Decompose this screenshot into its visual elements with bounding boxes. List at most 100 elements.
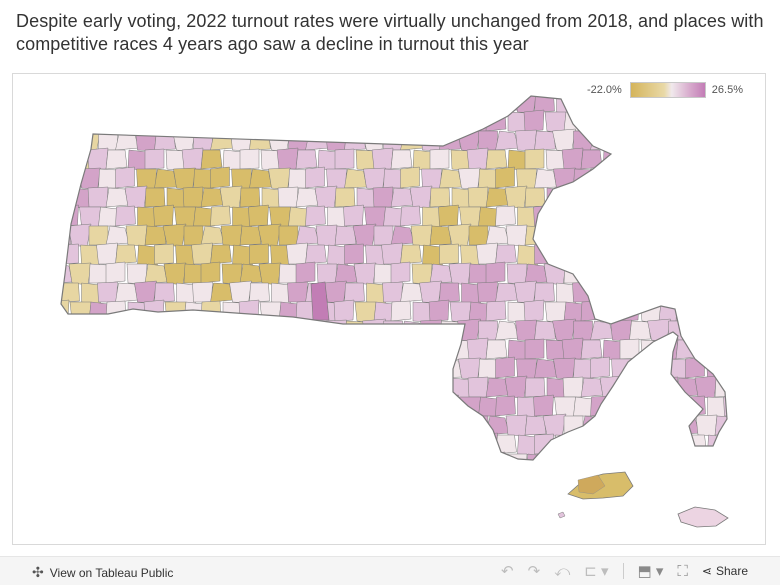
town-shape[interactable] (105, 225, 130, 246)
town-shape[interactable] (658, 263, 680, 284)
town-shape[interactable] (115, 395, 136, 417)
town-shape[interactable] (88, 453, 110, 473)
town-shape[interactable] (182, 528, 203, 544)
town-shape[interactable] (184, 492, 205, 511)
town-shape[interactable] (675, 149, 698, 170)
town-shape[interactable] (747, 93, 766, 114)
fullscreen-icon[interactable]: ⛶ (677, 562, 688, 580)
town-shape[interactable] (383, 358, 404, 379)
town-shape[interactable] (344, 130, 366, 151)
town-shape[interactable] (563, 263, 585, 284)
town-shape[interactable] (562, 376, 584, 398)
town-shape[interactable] (390, 377, 414, 398)
town-shape[interactable] (249, 358, 272, 379)
town-shape[interactable] (556, 93, 576, 115)
town-shape[interactable] (476, 432, 498, 455)
town-shape[interactable] (221, 453, 243, 474)
town-shape[interactable] (439, 433, 459, 455)
town-shape[interactable] (289, 511, 308, 530)
town-shape[interactable] (295, 377, 319, 398)
town-shape[interactable] (657, 186, 679, 208)
town-shape[interactable] (277, 528, 298, 544)
town-shape[interactable] (383, 206, 405, 227)
town-shape[interactable] (50, 529, 69, 544)
town-shape[interactable] (580, 187, 604, 208)
town-shape[interactable] (447, 223, 472, 248)
town-shape[interactable] (127, 74, 147, 94)
town-shape[interactable] (580, 377, 604, 398)
town-shape[interactable] (239, 263, 263, 284)
town-shape[interactable] (764, 397, 766, 416)
town-shape[interactable] (612, 434, 633, 456)
town-shape[interactable] (43, 396, 62, 418)
town-shape[interactable] (13, 262, 30, 283)
town-shape[interactable] (629, 358, 652, 379)
town-shape[interactable] (154, 433, 174, 455)
town-shape[interactable] (651, 93, 671, 115)
town-shape[interactable] (21, 245, 42, 264)
town-shape[interactable] (238, 299, 260, 322)
town-shape[interactable] (21, 321, 44, 340)
town-shape[interactable] (135, 129, 157, 152)
town-shape[interactable] (668, 130, 688, 151)
town-shape[interactable] (59, 394, 79, 417)
vineyard-town[interactable] (577, 474, 606, 495)
town-shape[interactable] (602, 149, 624, 171)
town-shape[interactable] (248, 394, 269, 417)
town-shape[interactable] (200, 225, 225, 246)
town-shape[interactable] (428, 109, 450, 132)
town-shape[interactable] (451, 530, 471, 544)
town-shape[interactable] (296, 74, 315, 93)
town-shape[interactable] (603, 530, 623, 544)
town-shape[interactable] (534, 358, 557, 379)
town-shape[interactable] (737, 378, 756, 399)
town-shape[interactable] (413, 530, 433, 544)
town-shape[interactable] (314, 375, 338, 399)
town-shape[interactable] (223, 530, 243, 544)
town-shape[interactable] (154, 282, 175, 303)
town-shape[interactable] (429, 263, 453, 284)
town-shape[interactable] (620, 74, 642, 93)
revert-icon[interactable]: ⤺ (554, 562, 571, 580)
town-shape[interactable] (174, 396, 196, 419)
town-shape[interactable] (723, 394, 744, 417)
town-shape[interactable] (546, 530, 566, 544)
town-shape[interactable] (466, 147, 489, 170)
town-shape[interactable] (60, 282, 80, 303)
town-shape[interactable] (21, 167, 40, 188)
town-shape[interactable] (612, 206, 632, 228)
town-shape[interactable] (362, 318, 386, 343)
town-shape[interactable] (675, 261, 696, 284)
town-shape[interactable] (230, 319, 252, 342)
town-shape[interactable] (457, 318, 481, 343)
town-shape[interactable] (352, 413, 377, 438)
town-shape[interactable] (659, 74, 679, 93)
town-shape[interactable] (448, 452, 472, 475)
town-shape[interactable] (105, 377, 129, 398)
town-shape[interactable] (706, 168, 727, 190)
town-shape[interactable] (356, 377, 377, 400)
town-shape[interactable] (115, 130, 139, 151)
town-shape[interactable] (21, 435, 42, 454)
town-shape[interactable] (506, 453, 528, 474)
town-shape[interactable] (495, 282, 518, 303)
town-shape[interactable] (50, 187, 71, 208)
town-shape[interactable] (78, 167, 101, 191)
town-shape[interactable] (572, 92, 593, 113)
town-shape[interactable] (629, 433, 649, 455)
town-shape[interactable] (685, 282, 708, 303)
town-shape[interactable] (153, 204, 174, 227)
town-shape[interactable] (543, 452, 567, 475)
town-shape[interactable] (278, 453, 300, 473)
town-shape[interactable] (13, 188, 33, 207)
town-shape[interactable] (724, 358, 747, 379)
town-shape[interactable] (166, 530, 186, 544)
town-shape[interactable] (315, 224, 338, 247)
town-shape[interactable] (249, 93, 270, 113)
town-shape[interactable] (318, 492, 337, 512)
town-shape[interactable] (106, 491, 126, 511)
town-shape[interactable] (144, 453, 168, 473)
town-shape[interactable] (125, 224, 148, 247)
town-shape[interactable] (383, 130, 403, 151)
town-shape[interactable] (194, 511, 213, 530)
